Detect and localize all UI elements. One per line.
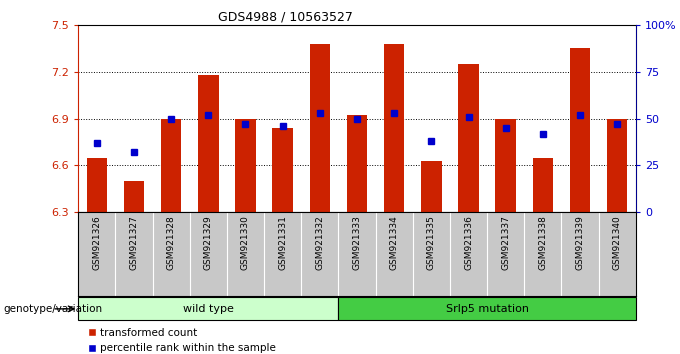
Text: GSM921331: GSM921331	[278, 215, 287, 270]
Text: GSM921326: GSM921326	[92, 215, 101, 270]
Bar	[570, 48, 590, 212]
Legend: transformed count, percentile rank within the sample: transformed count, percentile rank withi…	[84, 324, 280, 354]
Text: genotype/variation: genotype/variation	[3, 304, 103, 314]
Bar	[235, 119, 256, 212]
Bar	[124, 181, 144, 212]
Bar	[532, 158, 553, 212]
Bar	[78, 297, 339, 320]
Bar	[607, 119, 628, 212]
Text: GSM921332: GSM921332	[316, 215, 324, 270]
Bar	[496, 119, 516, 212]
Text: GSM921328: GSM921328	[167, 215, 175, 270]
Text: GSM921327: GSM921327	[129, 215, 139, 270]
Text: GSM921335: GSM921335	[427, 215, 436, 270]
Bar	[384, 44, 405, 212]
Text: Srlp5 mutation: Srlp5 mutation	[445, 304, 528, 314]
Text: GSM921330: GSM921330	[241, 215, 250, 270]
Text: GSM921339: GSM921339	[575, 215, 585, 270]
Text: GDS4988 / 10563527: GDS4988 / 10563527	[218, 11, 353, 24]
Text: GSM921334: GSM921334	[390, 215, 398, 270]
Text: GSM921340: GSM921340	[613, 215, 622, 270]
Text: GSM921338: GSM921338	[539, 215, 547, 270]
Bar	[161, 119, 182, 212]
Text: GSM921337: GSM921337	[501, 215, 510, 270]
Bar	[458, 64, 479, 212]
Text: GSM921329: GSM921329	[204, 215, 213, 270]
Bar	[86, 158, 107, 212]
Bar	[347, 115, 367, 212]
Text: GSM921336: GSM921336	[464, 215, 473, 270]
Bar	[198, 75, 218, 212]
Bar	[339, 297, 636, 320]
Text: GSM921333: GSM921333	[352, 215, 362, 270]
Bar	[421, 161, 441, 212]
Bar	[309, 44, 330, 212]
Bar	[273, 128, 293, 212]
Text: wild type: wild type	[183, 304, 234, 314]
